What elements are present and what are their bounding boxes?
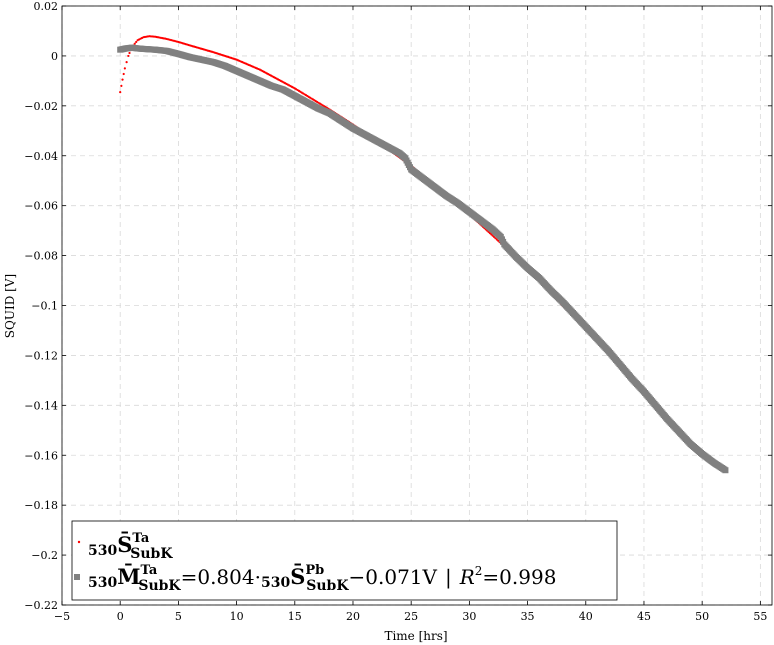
series-1-point bbox=[135, 40, 138, 44]
x-tick-label: −5 bbox=[54, 610, 70, 623]
x-axis-title: Time [hrs] bbox=[384, 629, 447, 643]
legend-2-prefix2: 530 bbox=[261, 575, 290, 591]
legend-2-prefix: 530 bbox=[88, 575, 117, 591]
y-tick-label: −0.02 bbox=[24, 100, 58, 113]
y-tick-label: −0.04 bbox=[24, 150, 58, 163]
series-1-point bbox=[122, 72, 125, 76]
legend-2-offset: −0.071V bbox=[349, 565, 438, 589]
legend-2-symbol2: S̄ bbox=[290, 564, 305, 589]
y-tick-label: 0.02 bbox=[34, 0, 59, 13]
series-1-point bbox=[133, 42, 136, 45]
legend-2-sep: | bbox=[445, 565, 452, 590]
series-1-point bbox=[123, 67, 126, 70]
y-tick-label: −0.22 bbox=[24, 599, 58, 612]
x-tick-label: 25 bbox=[404, 610, 418, 623]
x-tick-label: 20 bbox=[346, 610, 360, 623]
x-tick-label: 55 bbox=[753, 610, 767, 623]
legend-2-r2-label: R bbox=[459, 565, 475, 589]
legend-entry-2: 530M̄Ta SubK=0.804·530S̄Pb SubK−0.071V | R2=… bbox=[74, 563, 556, 594]
legend-label-2: 530M̄Ta SubK=0.804·530S̄Pb SubK−0.071V | R2=… bbox=[88, 563, 556, 594]
y-tick-label: −0.14 bbox=[24, 399, 58, 412]
series-1-point bbox=[121, 78, 124, 81]
legend-marker-1 bbox=[77, 540, 81, 544]
x-tick-label: 50 bbox=[695, 610, 709, 623]
series-1-point bbox=[128, 51, 131, 55]
x-tick-label: 5 bbox=[175, 610, 182, 623]
x-tick-label: 40 bbox=[579, 610, 593, 623]
y-tick-labels: 0.02 0 −0.02 −0.04 −0.06 −0.08 −0.1 −0.12 −0.14 −… bbox=[24, 0, 58, 612]
legend-marker-2 bbox=[74, 574, 80, 580]
x-tick-label: 15 bbox=[288, 610, 302, 623]
legend-1-sub: SubK bbox=[130, 546, 173, 562]
y-tick-label: −0.06 bbox=[24, 200, 58, 213]
y-tick-label: −0.1 bbox=[31, 300, 58, 313]
legend-2-eq: =0.804· bbox=[181, 565, 261, 589]
legend-2-sup: Ta bbox=[140, 563, 157, 578]
series-1-point bbox=[495, 238, 498, 241]
x-tick-label: 10 bbox=[230, 610, 244, 623]
ticks bbox=[61, 5, 772, 606]
y-axis-title: SQUID [V] bbox=[3, 274, 17, 338]
series-2-point bbox=[722, 467, 729, 474]
y-tick-label: −0.18 bbox=[24, 499, 58, 512]
y-tick-label: −0.2 bbox=[31, 549, 58, 562]
x-tick-label: 0 bbox=[117, 610, 124, 623]
series-1-point bbox=[125, 61, 128, 64]
legend-2-sub: SubK bbox=[138, 578, 181, 594]
x-tick-labels: −5 0 5 10 15 20 25 30 35 40 45 50 55 bbox=[54, 610, 767, 623]
legend-2-r2-value: =0.998 bbox=[482, 565, 556, 589]
series-2 bbox=[117, 44, 729, 474]
x-tick-label: 35 bbox=[521, 610, 535, 623]
y-tick-label: 0 bbox=[51, 50, 58, 63]
legend-2-sub2: SubK bbox=[306, 578, 349, 594]
legend-entry-1: 530S̄Ta SubK bbox=[77, 531, 173, 562]
series-1-point bbox=[127, 54, 130, 58]
y-tick-label: −0.16 bbox=[24, 449, 58, 462]
x-tick-label: 30 bbox=[462, 610, 476, 623]
legend-label-1: 530S̄Ta SubK bbox=[88, 531, 173, 562]
x-tick-label: 45 bbox=[637, 610, 651, 623]
legend-2-r2-sup: 2 bbox=[475, 564, 483, 578]
y-tick-label: −0.08 bbox=[24, 250, 58, 263]
legend-2-symbol: M̄ bbox=[117, 564, 140, 589]
legend-2-sup2: Pb bbox=[305, 563, 324, 578]
legend-box bbox=[71, 520, 618, 601]
legend-1-sup: Ta bbox=[132, 531, 149, 546]
series-1-point bbox=[119, 91, 122, 94]
y-tick-label: −0.12 bbox=[24, 349, 58, 362]
series-1-point bbox=[120, 84, 123, 87]
legend: 530S̄Ta SubK 530M̄Ta SubK=0.804·530S̄Pb Sub… bbox=[71, 520, 618, 601]
series-1-point bbox=[497, 239, 500, 242]
legend-1-symbol: S̄ bbox=[117, 532, 132, 557]
legend-1-prefix: 530 bbox=[88, 543, 117, 559]
